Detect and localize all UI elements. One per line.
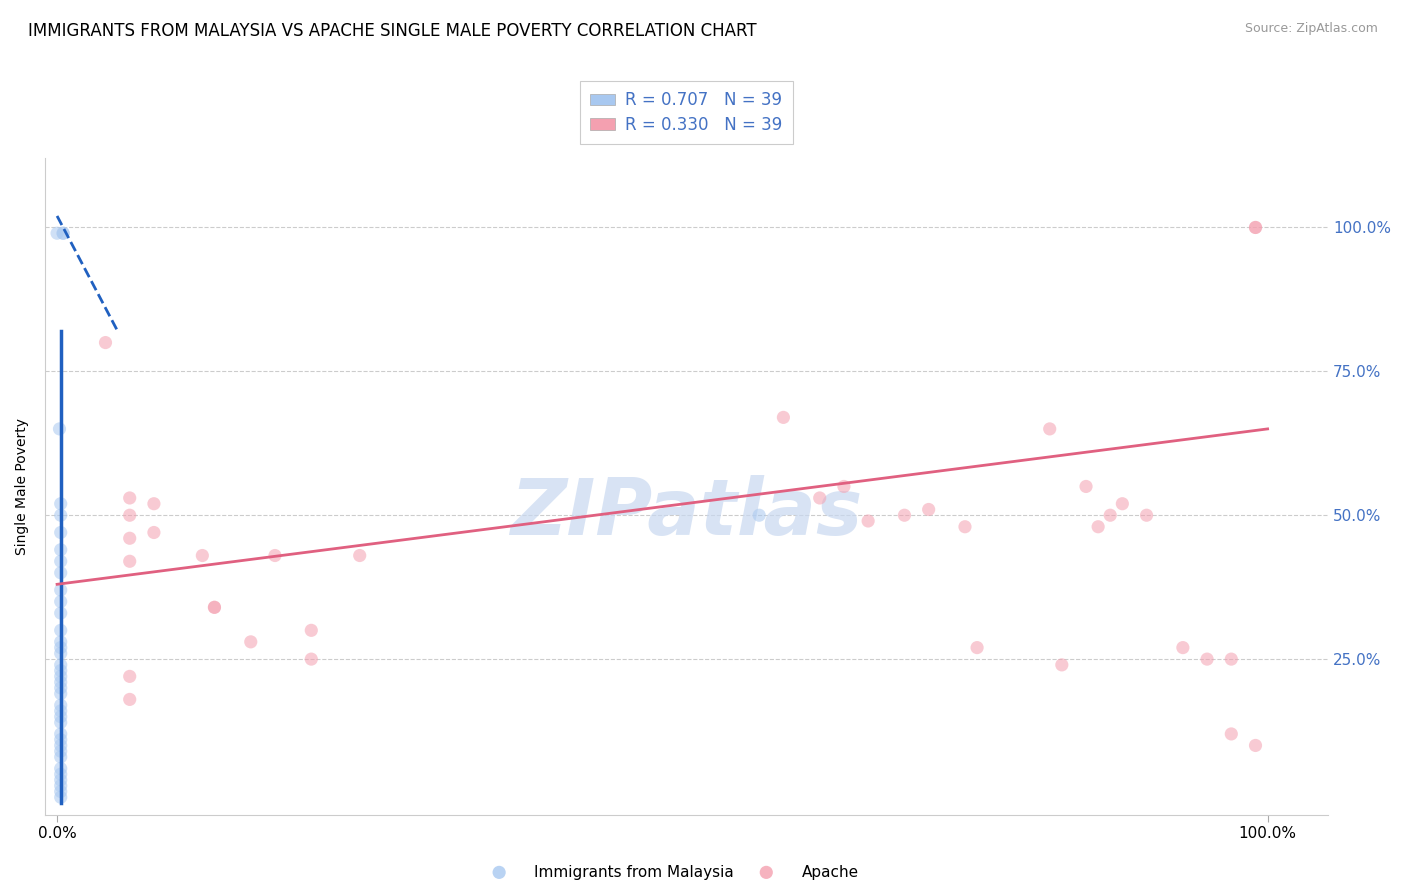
Point: [49, 635, 72, 649]
Point: [748, 508, 770, 523]
Point: [966, 640, 988, 655]
Point: [49, 669, 72, 683]
Point: [1244, 739, 1267, 753]
Text: Immigrants from Malaysia: Immigrants from Malaysia: [534, 865, 734, 880]
Point: [118, 491, 141, 505]
Point: [118, 554, 141, 568]
Point: [488, 865, 510, 880]
Text: Apache: Apache: [801, 865, 859, 880]
Point: [49, 709, 72, 723]
Point: [49, 566, 72, 580]
Point: [118, 531, 141, 545]
Point: [49, 675, 72, 690]
Point: [49, 681, 72, 695]
Point: [49, 772, 72, 787]
Point: [49, 525, 72, 540]
Point: [49, 715, 72, 730]
Point: [142, 525, 165, 540]
Point: [49, 687, 72, 701]
Point: [204, 600, 226, 615]
Point: [52, 226, 75, 240]
Point: [191, 549, 214, 563]
Point: [49, 698, 72, 713]
Point: [772, 410, 794, 425]
Point: [1171, 640, 1194, 655]
Point: [118, 692, 141, 706]
Point: [1135, 508, 1157, 523]
Text: Source: ZipAtlas.com: Source: ZipAtlas.com: [1244, 22, 1378, 36]
Point: [49, 624, 72, 638]
Point: [1050, 657, 1073, 672]
Point: [94, 335, 117, 350]
Point: [49, 750, 72, 764]
Point: [1244, 220, 1267, 235]
Point: [49, 664, 72, 678]
Point: [49, 542, 72, 557]
Point: [49, 582, 72, 597]
Text: ZIPatlas: ZIPatlas: [510, 475, 863, 550]
Point: [917, 502, 939, 516]
Point: [142, 497, 165, 511]
Point: [349, 549, 371, 563]
Point: [48, 422, 70, 436]
Point: [49, 508, 72, 523]
Point: [49, 594, 72, 608]
Point: [49, 767, 72, 781]
Point: [299, 624, 322, 638]
Point: [49, 554, 72, 568]
Point: [49, 640, 72, 655]
Point: [893, 508, 915, 523]
Point: [49, 727, 72, 741]
Point: [46, 226, 69, 240]
Point: [953, 520, 976, 534]
Point: [118, 669, 141, 683]
Point: [808, 491, 831, 505]
Point: [856, 514, 879, 528]
Point: [49, 790, 72, 805]
Point: [49, 732, 72, 747]
Point: [1074, 479, 1097, 493]
Text: IMMIGRANTS FROM MALAYSIA VS APACHE SINGLE MALE POVERTY CORRELATION CHART: IMMIGRANTS FROM MALAYSIA VS APACHE SINGL…: [28, 22, 756, 40]
Point: [49, 779, 72, 793]
Point: [832, 479, 855, 493]
Point: [49, 784, 72, 798]
Point: [1220, 652, 1243, 666]
Point: [264, 549, 287, 563]
Point: [49, 646, 72, 660]
Point: [49, 657, 72, 672]
Point: [299, 652, 322, 666]
Point: [1244, 220, 1267, 235]
Point: [1039, 422, 1062, 436]
Point: [1220, 727, 1243, 741]
Point: [239, 635, 262, 649]
Y-axis label: Single Male Poverty: Single Male Poverty: [15, 418, 30, 555]
Point: [49, 497, 72, 511]
Point: [118, 508, 141, 523]
Point: [204, 600, 226, 615]
Legend: R = 0.707   N = 39, R = 0.330   N = 39: R = 0.707 N = 39, R = 0.330 N = 39: [581, 81, 793, 145]
Point: [1087, 520, 1109, 534]
Point: [52, 226, 75, 240]
Point: [49, 739, 72, 753]
Point: [755, 865, 778, 880]
Point: [49, 744, 72, 758]
Point: [49, 704, 72, 718]
Point: [1197, 652, 1219, 666]
Point: [1111, 497, 1133, 511]
Point: [49, 762, 72, 776]
Point: [49, 606, 72, 620]
Point: [1099, 508, 1122, 523]
